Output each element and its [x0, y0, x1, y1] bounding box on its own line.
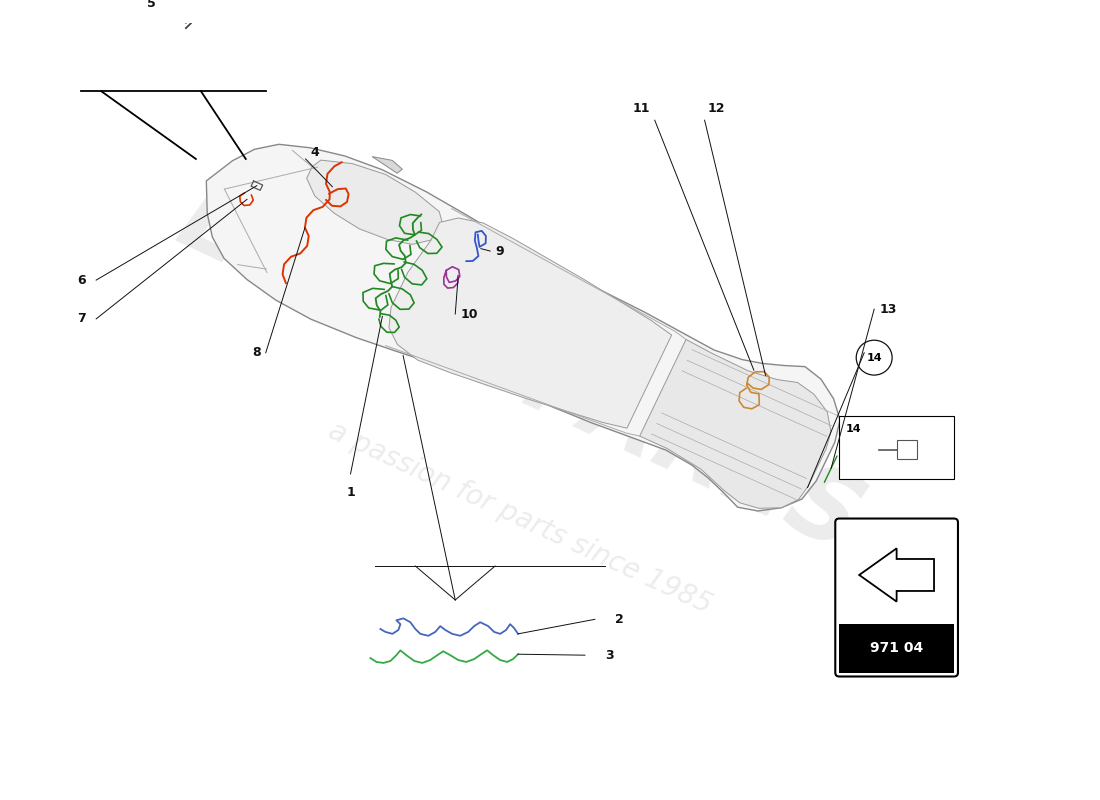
Text: 9: 9	[495, 245, 504, 258]
Text: 5: 5	[147, 0, 156, 10]
Polygon shape	[372, 157, 403, 174]
Text: 11: 11	[632, 102, 650, 115]
FancyBboxPatch shape	[835, 518, 958, 677]
Text: 971 04: 971 04	[870, 642, 923, 655]
Text: 4: 4	[310, 146, 319, 159]
Text: 14: 14	[845, 423, 861, 434]
Text: 2: 2	[615, 613, 624, 626]
Text: 14: 14	[867, 353, 882, 362]
Polygon shape	[640, 339, 830, 508]
Text: 12: 12	[707, 102, 725, 115]
Text: EUROSPARES: EUROSPARES	[163, 171, 877, 573]
Text: 8: 8	[252, 346, 261, 359]
FancyBboxPatch shape	[839, 416, 954, 478]
Text: 3: 3	[605, 649, 614, 662]
Text: 10: 10	[460, 307, 477, 321]
FancyBboxPatch shape	[839, 624, 954, 673]
Text: 13: 13	[879, 302, 896, 316]
Polygon shape	[859, 548, 934, 602]
FancyBboxPatch shape	[898, 440, 917, 459]
Text: a passion for parts since 1985: a passion for parts since 1985	[324, 416, 716, 619]
Polygon shape	[207, 144, 840, 511]
Polygon shape	[389, 218, 672, 428]
Text: 7: 7	[77, 312, 86, 326]
Text: 6: 6	[77, 274, 86, 286]
Polygon shape	[307, 160, 443, 244]
Text: 1: 1	[346, 486, 355, 498]
